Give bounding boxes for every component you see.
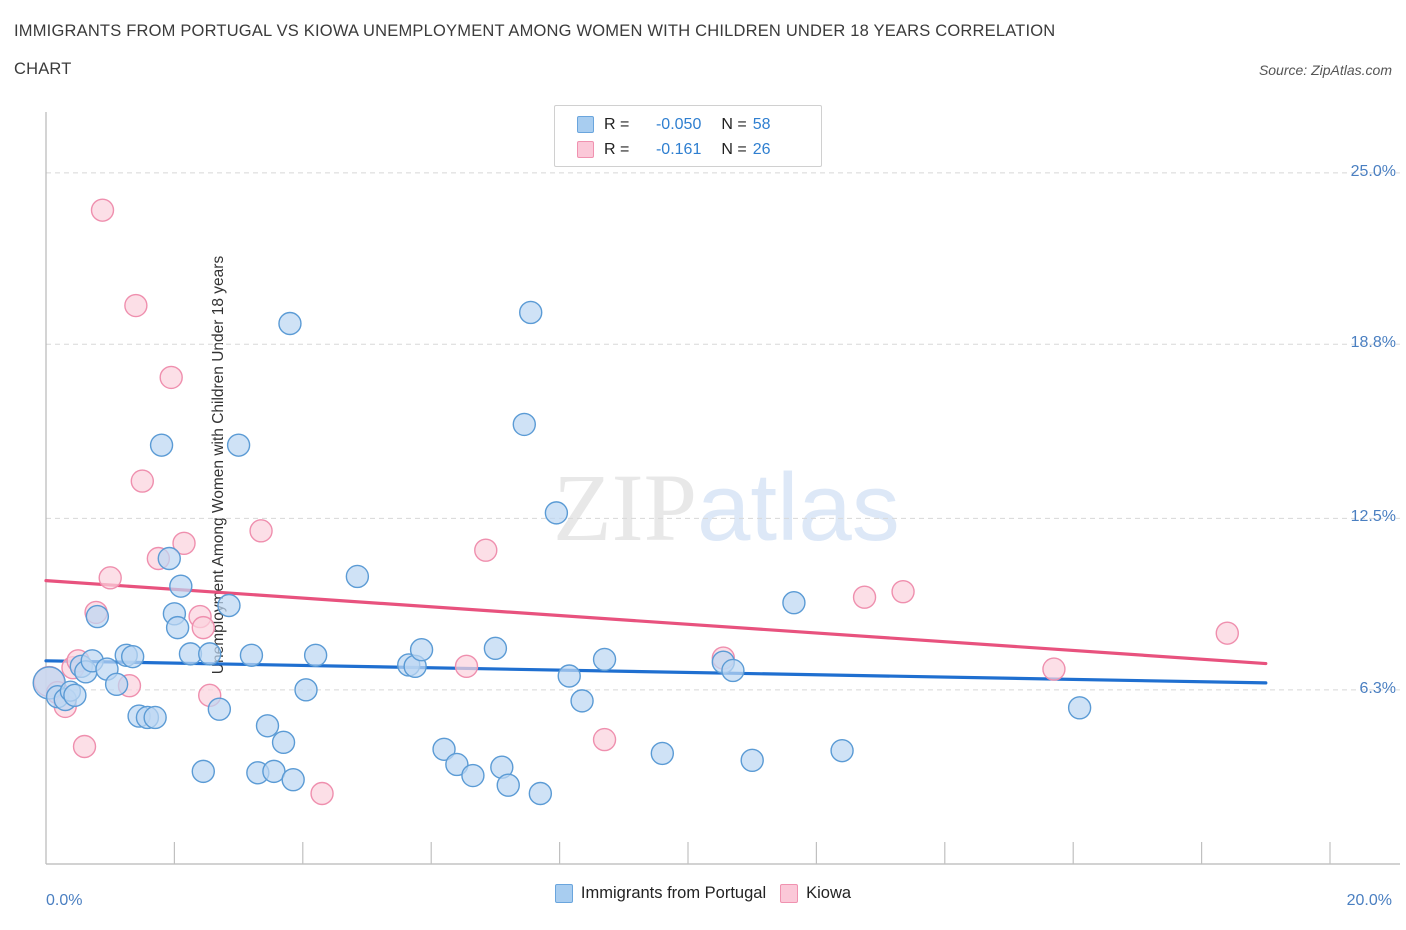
data-point[interactable] [249,519,273,543]
data-point[interactable] [528,781,553,806]
chart-title-line-1: IMMIGRANTS FROM PORTUGAL VS KIOWA UNEMPL… [14,22,1056,40]
stats-r-label-pink: R = [604,140,630,158]
data-point[interactable] [1042,657,1066,681]
data-point[interactable] [124,293,148,318]
stats-row-blue: R = -0.050 N = 58 [555,112,821,137]
data-point[interactable] [310,781,334,806]
y-axis-label-25.0%: 25.0% [1350,162,1396,180]
source-attribution: Source: ZipAtlas.com [1258,62,1392,78]
data-point[interactable] [143,705,167,730]
data-point[interactable] [1215,621,1239,645]
data-point[interactable] [217,593,241,618]
y-axis-label-6.3%: 6.3% [1359,679,1396,697]
data-point[interactable] [557,664,581,688]
stats-swatch-blue-icon [577,116,594,133]
data-point[interactable] [63,683,87,708]
data-point[interactable] [512,412,536,437]
data-point[interactable] [255,714,280,738]
stats-n-value-pink: 26 [752,140,771,158]
data-points-blue [32,300,1092,806]
data-point[interactable] [650,741,675,766]
data-point[interactable] [98,566,122,590]
stats-n-label-blue: N = [721,115,747,133]
legend-swatch-pink-icon [780,884,799,903]
correlation-stats-box: R = -0.050 N = 58 R = -0.161 N = 26 [554,105,822,167]
data-point[interactable] [157,546,181,571]
legend-label-pink: Kiowa [806,884,852,902]
y-axis-label-12.5%: 12.5% [1350,508,1396,526]
data-point[interactable] [1067,696,1092,720]
chart-title-line-2: CHART [14,60,72,78]
data-point[interactable] [278,311,302,336]
data-point[interactable] [294,678,318,702]
trendline-blue [44,659,1268,685]
data-point[interactable] [592,727,617,752]
stats-swatch-pink-icon [577,141,594,158]
x-axis-ticks [45,842,1331,864]
legend-item-kiowa[interactable]: Kiowa [780,884,851,903]
data-point[interactable] [149,433,174,457]
plot-svg [32,112,1400,865]
data-point[interactable] [345,564,370,589]
stats-r-label-blue: R = [604,115,630,133]
stats-n-value-blue: 58 [752,115,771,133]
data-point[interactable] [239,643,264,667]
plot-area [32,112,1400,865]
data-point[interactable] [262,759,286,784]
data-point[interactable] [191,615,215,640]
stats-r-value-blue: -0.050 [655,115,702,133]
data-point[interactable] [721,658,745,683]
data-point[interactable] [172,531,196,555]
data-point[interactable] [544,501,569,525]
data-point[interactable] [207,697,232,721]
grid-lines [46,172,1400,691]
data-point[interactable] [72,734,97,759]
data-point[interactable] [483,636,508,661]
data-point[interactable] [570,689,594,713]
data-point[interactable] [496,773,520,797]
data-point[interactable] [120,644,145,669]
data-point[interactable] [130,469,155,493]
data-point[interactable] [169,574,193,598]
data-point[interactable] [191,759,215,784]
data-point[interactable] [85,604,110,629]
stats-row-pink: R = -0.161 N = 26 [555,137,821,162]
legend-label-blue: Immigrants from Portugal [580,884,767,902]
stats-n-label-pink: N = [721,140,747,158]
data-point[interactable] [281,767,305,792]
data-point[interactable] [271,730,296,755]
data-point[interactable] [519,300,543,325]
data-point[interactable] [830,738,854,763]
trendline-pink [44,579,1268,666]
data-point[interactable] [432,737,456,761]
data-point[interactable] [454,654,479,679]
data-point[interactable] [226,433,251,457]
series-legend: Immigrants from Portugal Kiowa [0,884,1406,903]
x-axis-max-label: 20.0% [1346,892,1392,909]
stats-r-value-pink: -0.161 [655,140,702,158]
data-point[interactable] [782,591,806,615]
legend-item-immigrants-from-portugal[interactable]: Immigrants from Portugal [554,884,767,903]
data-point[interactable] [740,748,764,773]
data-point[interactable] [592,647,617,672]
data-point[interactable] [445,752,469,777]
data-point[interactable] [409,638,434,662]
data-point[interactable] [165,615,190,640]
data-point[interactable] [303,643,328,667]
data-point[interactable] [198,642,222,666]
data-point[interactable] [159,365,183,390]
y-axis-label-18.8%: 18.8% [1350,334,1396,352]
data-point[interactable] [891,579,915,604]
data-point[interactable] [104,672,129,696]
data-point[interactable] [852,585,877,609]
legend-swatch-blue-icon [554,884,573,903]
data-point[interactable] [90,198,115,222]
data-point[interactable] [461,763,485,788]
data-point[interactable] [474,538,498,562]
x-axis-min-label: 0.0% [46,892,83,909]
